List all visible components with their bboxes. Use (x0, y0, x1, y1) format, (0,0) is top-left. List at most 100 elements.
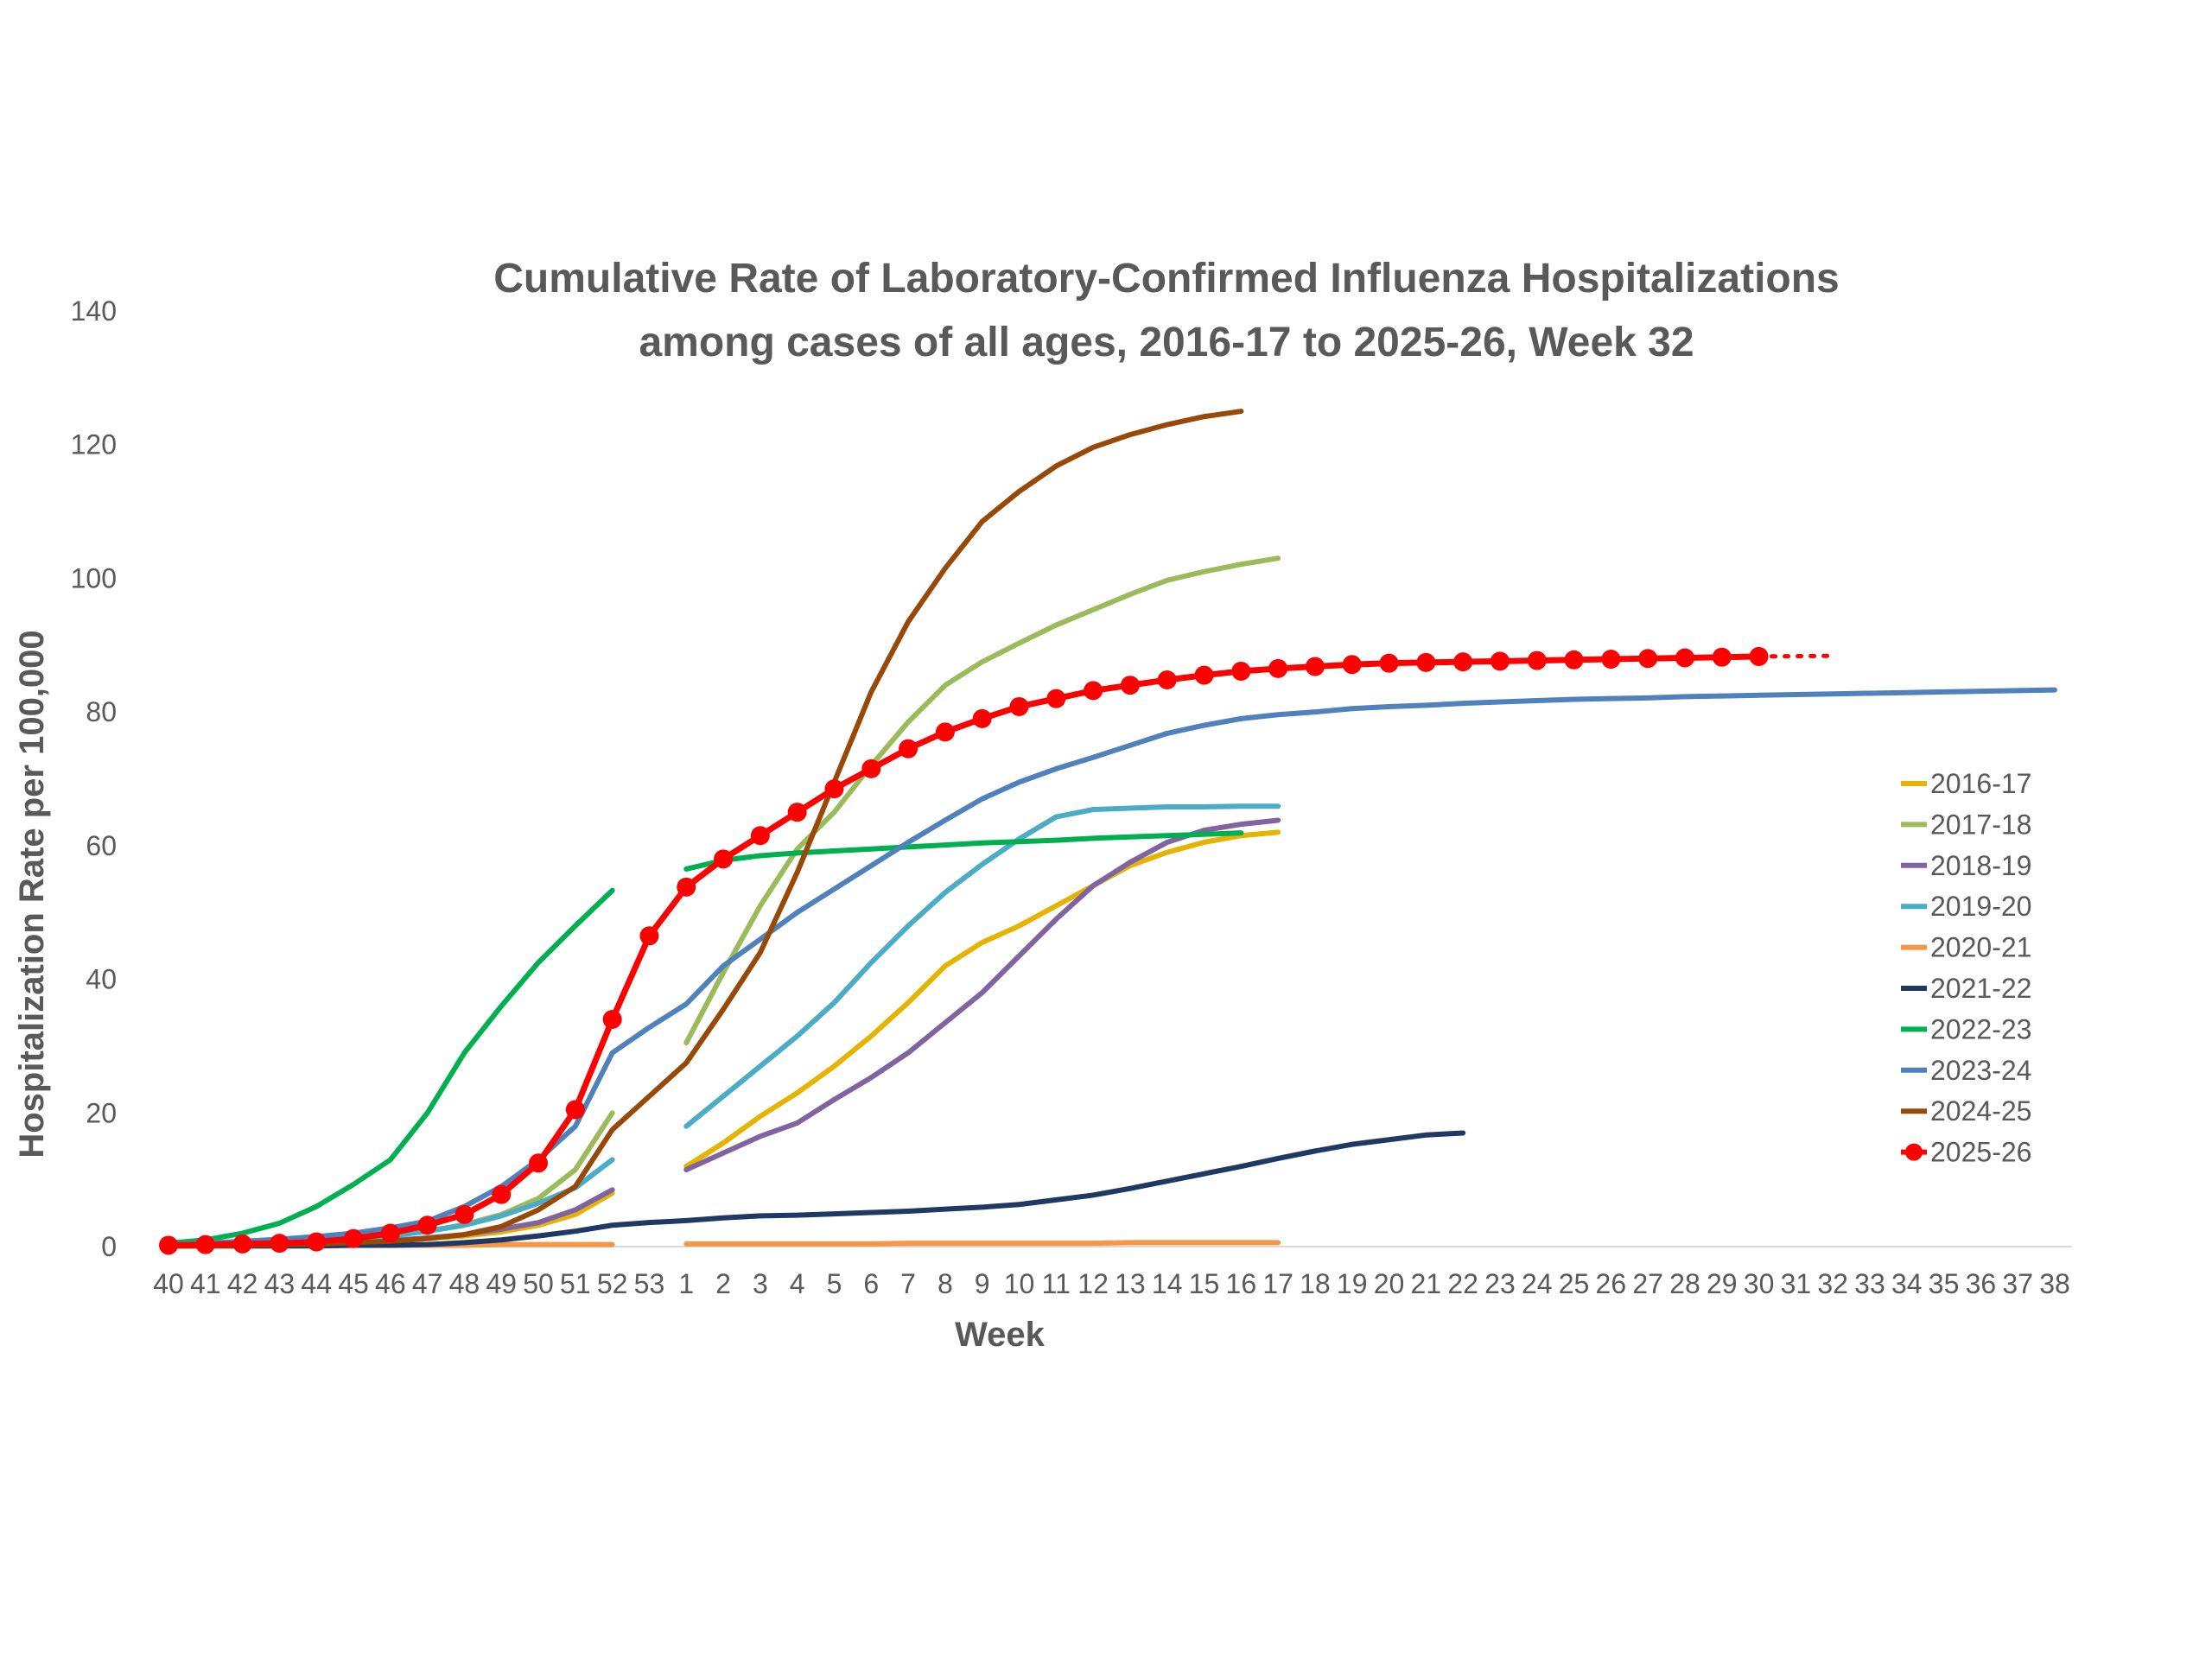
series-line (683, 803, 1281, 1129)
data-point (195, 1235, 215, 1254)
x-tick-label: 27 (1632, 1268, 1663, 1299)
x-tick-label: 41 (190, 1268, 221, 1299)
data-point (1342, 655, 1362, 675)
x-tick-label: 3 (753, 1268, 768, 1299)
x-tick-label: 4 (790, 1268, 805, 1299)
y-tick-label: 40 (86, 964, 117, 995)
series-line (166, 1130, 1466, 1249)
legend: 2016-17 2017-18 2018-19 2019-20 2020-21 2021-… (1901, 768, 2031, 1168)
series-2024-25 (166, 409, 1244, 1249)
x-tick-label: 50 (523, 1268, 554, 1299)
legend-label: 2019-20 (1930, 891, 2031, 922)
data-point (232, 1234, 252, 1254)
x-tick-label: 47 (412, 1268, 443, 1299)
series-group (159, 409, 2057, 1255)
y-tick-label: 80 (86, 696, 117, 727)
x-tick-label: 5 (827, 1268, 842, 1299)
x-tick-label: 28 (1669, 1268, 1700, 1299)
series-2018-19 (166, 817, 1281, 1248)
legend-item: 2023-24 (1901, 1055, 2031, 1086)
x-tick-label: 2 (715, 1268, 731, 1299)
legend-item: 2017-18 (1901, 809, 2031, 840)
x-tick-label: 8 (938, 1268, 953, 1299)
x-tick-label: 53 (634, 1268, 665, 1299)
x-tick-label: 34 (1891, 1268, 1923, 1299)
legend-item: 2024-25 (1901, 1095, 2031, 1127)
data-point (159, 1235, 178, 1255)
data-point (972, 708, 992, 728)
data-point (1638, 649, 1658, 669)
data-point (1675, 648, 1694, 668)
x-tick-label: 51 (560, 1268, 591, 1299)
x-tick-label: 49 (486, 1268, 517, 1299)
x-tick-label: 36 (1966, 1268, 1997, 1299)
x-tick-label: 31 (1781, 1268, 1812, 1299)
legend-label: 2023-24 (1930, 1055, 2031, 1086)
y-tick-label: 20 (86, 1097, 117, 1128)
legend-item: 2019-20 (1901, 891, 2031, 922)
data-point (787, 803, 807, 822)
x-tick-label: 29 (1707, 1268, 1738, 1299)
legend-label: 2017-18 (1930, 809, 2031, 840)
series-line (166, 409, 1244, 1249)
data-point (454, 1204, 474, 1224)
chart-title: Cumulative Rate of Laboratory-Confirmed … (493, 256, 1840, 301)
series-2021-22 (166, 1130, 1466, 1249)
data-point (935, 722, 955, 742)
x-tick-label: 42 (227, 1268, 258, 1299)
data-point (1194, 665, 1214, 685)
data-point (1712, 647, 1732, 667)
data-point (1379, 653, 1399, 673)
x-tick-label: 11 (1042, 1268, 1071, 1299)
x-axis-title: Week (955, 1316, 1046, 1354)
data-point (1157, 670, 1177, 690)
data-point (1490, 651, 1510, 671)
data-point (1120, 676, 1140, 695)
legend-label: 2021-22 (1930, 973, 2031, 1004)
data-point (344, 1228, 364, 1248)
x-tick-label: 45 (338, 1268, 369, 1299)
x-tick-label: 46 (375, 1268, 406, 1299)
x-tick-label: 1 (678, 1268, 694, 1299)
x-tick-label: 24 (1522, 1268, 1553, 1299)
legend-label: 2025-26 (1930, 1137, 2031, 1168)
legend-item: 2018-19 (1901, 850, 2031, 881)
series-line (165, 653, 1763, 1248)
x-tick-label: 10 (1004, 1268, 1035, 1299)
data-point (639, 926, 659, 946)
x-tick-label: 48 (449, 1268, 480, 1299)
data-point (1601, 650, 1621, 670)
y-tick-label: 120 (71, 429, 117, 460)
y-tick-label: 0 (101, 1231, 117, 1262)
x-tick-label: 17 (1262, 1268, 1294, 1299)
x-tick-label: 15 (1189, 1268, 1220, 1299)
data-point (1084, 681, 1103, 701)
legend-label: 2018-19 (1930, 850, 2031, 881)
x-tick-label: 40 (153, 1268, 184, 1299)
series-2022-23 (166, 830, 1244, 1247)
data-point (861, 759, 881, 778)
data-point (602, 1009, 622, 1029)
data-point (1453, 652, 1473, 672)
data-point (307, 1232, 327, 1252)
legend-label: 2016-17 (1930, 768, 2031, 799)
x-axis-ticks: 40 41 42 43 44 45 46 47 48 49 50 51 52 53 1 2 3 4 5 6 7 8 9 10 1… (153, 1268, 2070, 1299)
series-line (683, 817, 1281, 1173)
x-tick-label: 43 (264, 1268, 296, 1299)
legend-item: 2016-17 (1901, 768, 2031, 799)
series-line (166, 687, 2057, 1247)
x-tick-label: 16 (1226, 1268, 1257, 1299)
legend-item: 2021-22 (1901, 973, 2031, 1004)
legend-item: 2020-21 (1901, 932, 2031, 963)
x-tick-label: 52 (597, 1268, 628, 1299)
y-tick-label: 60 (86, 830, 117, 861)
x-tick-label: 25 (1559, 1268, 1590, 1299)
data-point (1749, 646, 1769, 666)
data-point (529, 1153, 549, 1173)
series-line (683, 829, 1281, 1170)
data-point (1009, 696, 1029, 716)
y-tick-label: 100 (71, 562, 117, 593)
data-point (380, 1223, 400, 1243)
legend-label: 2022-23 (1930, 1013, 2031, 1044)
